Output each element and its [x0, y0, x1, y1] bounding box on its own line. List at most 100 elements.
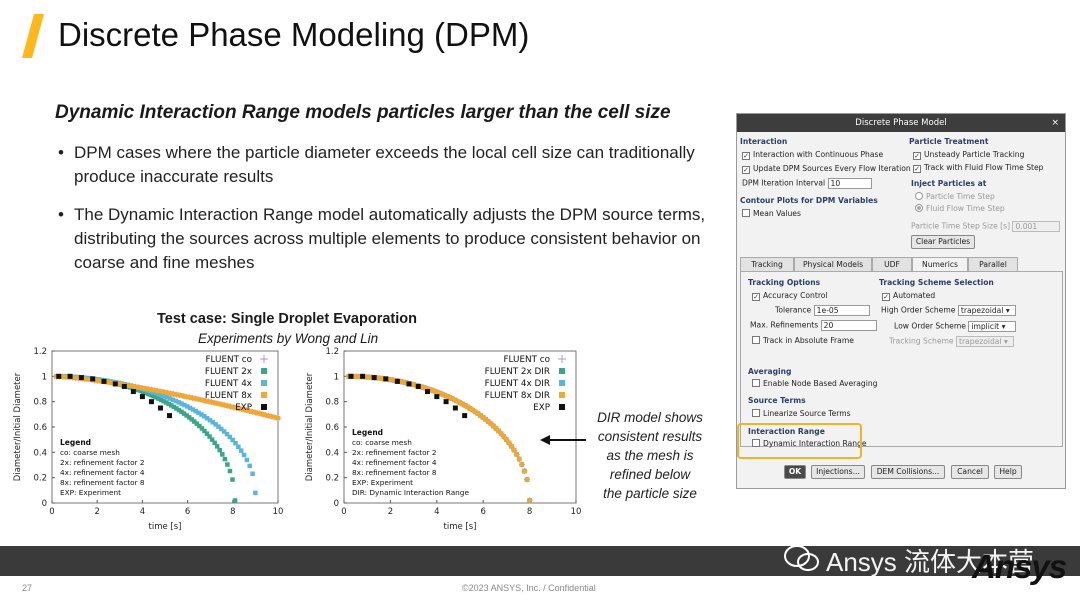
- legend-marker: [260, 355, 268, 363]
- copyright-text: ©2023 ANSYS, Inc. / Confidential: [462, 583, 596, 593]
- data-point: [483, 417, 488, 422]
- x-tick-label: 4: [140, 507, 145, 517]
- data-point: [215, 401, 221, 406]
- bullet-item-2: • The Dynamic Interaction Range model au…: [58, 203, 718, 275]
- high-order-scheme-select[interactable]: trapezoidal: [957, 305, 1016, 316]
- chart-left: 0 2 4 6 8 10 0 0.2 0.4 0.6 0.8 1 1.2 time [s] Diameter…: [13, 347, 283, 532]
- data-point: [182, 402, 187, 408]
- mean-values-checkbox[interactable]: Mean Values: [742, 209, 801, 218]
- checkbox-box: [752, 409, 760, 417]
- linearize-source-checkbox[interactable]: Linearize Source Terms: [752, 409, 851, 418]
- data-point: [184, 413, 189, 418]
- tab-udf[interactable]: UDF: [872, 257, 912, 271]
- particle-time-step-radio[interactable]: Particle Time Step: [915, 192, 995, 201]
- check-icon: ✓: [742, 166, 750, 174]
- legend-marker: [558, 355, 566, 363]
- data-point: [101, 378, 107, 384]
- dpm-iteration-interval-input[interactable]: 10: [827, 178, 872, 189]
- node-averaging-checkbox[interactable]: Enable Node Based Averaging: [752, 379, 878, 388]
- close-icon[interactable]: ×: [1051, 118, 1059, 128]
- y-tick-label: 0: [42, 499, 47, 509]
- update-dpm-sources-checkbox[interactable]: ✓ Update DPM Sources Every Flow Iteration: [742, 164, 911, 174]
- data-point: [153, 390, 159, 396]
- ok-button[interactable]: OK: [784, 465, 806, 479]
- data-point: [460, 401, 465, 407]
- bullet-dot: •: [58, 143, 64, 162]
- data-point: [60, 374, 66, 379]
- tab-tracking[interactable]: Tracking: [740, 257, 794, 271]
- data-point: [238, 448, 244, 453]
- arrow-left-icon: [540, 435, 586, 445]
- legend-box-line: co: coarse mesh: [60, 448, 120, 457]
- tab-parallel[interactable]: Parallel: [968, 257, 1018, 271]
- data-point: [149, 387, 154, 392]
- check-icon: ✓: [913, 165, 921, 173]
- tracking-scheme-select[interactable]: trapezoidal: [956, 336, 1014, 347]
- interaction-continuous-checkbox[interactable]: ✓ Interaction with Continuous Phase: [742, 150, 883, 160]
- legend-box-title: Legend: [352, 428, 383, 437]
- x-tick-label: 2: [94, 507, 99, 517]
- data-point: [491, 423, 496, 429]
- cancel-button[interactable]: Cancel: [951, 465, 989, 479]
- tolerance-input[interactable]: 1e-05: [813, 305, 870, 316]
- checkbox-label: Mean Values: [753, 209, 801, 218]
- chart-right: 0 2 4 6 8 10 0 0.2 0.4 0.6 0.8 1 1.2 time [s] Diameter…: [305, 347, 582, 532]
- x-tick-label: 4: [434, 507, 439, 517]
- radio-label: Particle Time Step: [926, 192, 995, 201]
- radio-icon: [915, 192, 923, 200]
- page-number: 27: [22, 583, 33, 593]
- annotation-line: DIR model shows: [597, 410, 703, 425]
- data-point: [152, 388, 157, 393]
- accuracy-control-checkbox[interactable]: ✓ Accuracy Control: [752, 291, 828, 301]
- fluid-flow-time-step-radio[interactable]: Fluid Flow Time Step: [915, 204, 1005, 213]
- tab-numerics[interactable]: Numerics: [912, 257, 968, 272]
- data-point: [225, 403, 230, 409]
- data-point: [364, 374, 369, 380]
- field-label: DPM Iteration Interval: [742, 178, 826, 188]
- y-tick-label: 0.2: [33, 474, 47, 484]
- series-5: [56, 373, 173, 419]
- data-point: [158, 389, 164, 394]
- data-point: [221, 402, 227, 408]
- legend-box-line: 2x: refinement factor 2: [352, 448, 437, 457]
- data-point: [146, 386, 151, 392]
- data-point: [462, 403, 468, 408]
- data-point: [377, 375, 382, 381]
- data-point: [253, 490, 258, 496]
- test-case-subtitle: Experiments by Wong and Lin: [198, 331, 379, 346]
- injections-button[interactable]: Injections...: [811, 465, 865, 479]
- data-point: [473, 409, 478, 415]
- absolute-frame-checkbox[interactable]: Track in Absolute Frame: [752, 336, 854, 345]
- automated-checkbox[interactable]: ✓ Automated: [882, 291, 935, 301]
- dynamic-interaction-range-checkbox[interactable]: Dynamic Interaction Range: [752, 439, 867, 448]
- data-point: [250, 471, 255, 476]
- data-point: [356, 374, 362, 379]
- data-point: [214, 444, 220, 449]
- inject-particles-header: Inject Particles at: [911, 179, 987, 188]
- checkbox-label: Interaction with Continuous Phase: [753, 150, 884, 159]
- x-tick-label: 0: [49, 507, 54, 517]
- track-fluid-timestep-checkbox[interactable]: ✓ Track with Fluid Flow Time Step: [913, 163, 1043, 173]
- data-point: [216, 424, 221, 429]
- data-point: [174, 392, 180, 397]
- data-point: [506, 440, 512, 446]
- data-point: [190, 395, 195, 401]
- dem-collisions-button[interactable]: DEM Collisions...: [871, 465, 945, 479]
- low-order-scheme-select[interactable]: implicit: [968, 321, 1017, 332]
- data-point: [202, 398, 208, 403]
- data-point: [244, 408, 249, 413]
- ansys-logo: Ansys: [972, 548, 1067, 585]
- clear-particles-button[interactable]: Clear Particles: [911, 235, 975, 249]
- data-point: [143, 390, 149, 396]
- max-refinements-input[interactable]: 20: [820, 320, 877, 331]
- unsteady-tracking-checkbox[interactable]: ✓ Unsteady Particle Tracking: [913, 150, 1024, 160]
- tab-physical-models[interactable]: Physical Models: [794, 257, 872, 271]
- x-tick-label: 10: [571, 507, 582, 517]
- data-point: [153, 395, 159, 400]
- tracking-options-header: Tracking Options: [748, 278, 821, 287]
- data-point: [465, 404, 470, 410]
- particle-time-step-input[interactable]: 0.001: [1012, 221, 1061, 232]
- y-tick-label: 0.2: [325, 474, 339, 484]
- help-button[interactable]: Help: [994, 465, 1022, 479]
- legend-box-line: 4x: refinement factor 4: [60, 468, 145, 477]
